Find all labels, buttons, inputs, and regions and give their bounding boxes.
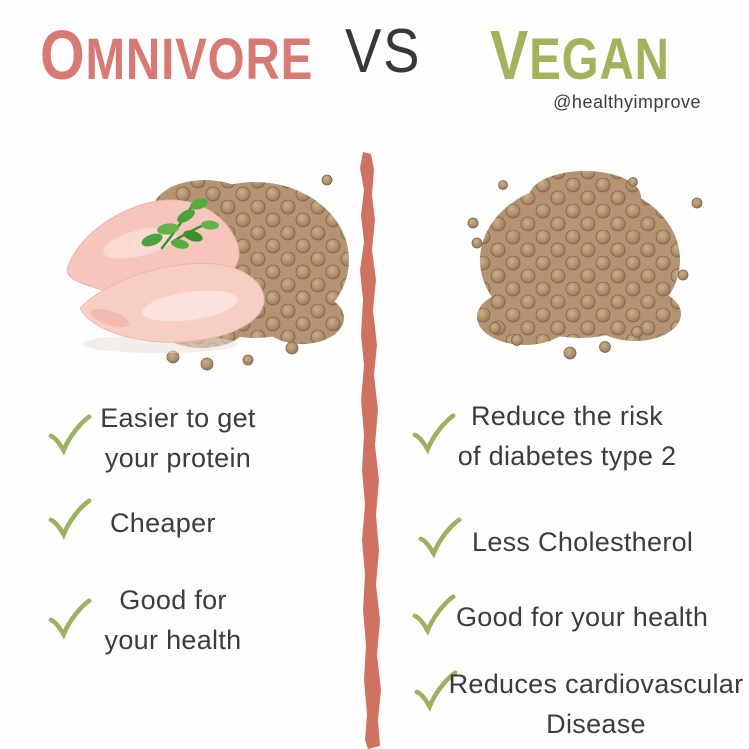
benefit-text: your health xyxy=(104,625,242,655)
list-item: Good for your health xyxy=(412,590,708,637)
benefit-text: Easier to get xyxy=(100,403,256,433)
list-item: Reduces cardiovascular Disease xyxy=(414,664,743,744)
chicken-breast xyxy=(66,199,265,343)
benefit-text: your protein xyxy=(104,443,252,473)
benefit-text: Less Cholestherol xyxy=(472,527,694,557)
list-item: Good for your health xyxy=(48,580,248,660)
benefit-text: Reduce the risk xyxy=(470,401,664,431)
list-item: Cheaper xyxy=(48,496,216,543)
checkmark-icon xyxy=(414,670,458,712)
benefit-text: Disease xyxy=(546,709,646,739)
stray-lentils-left xyxy=(166,174,333,371)
list-item: Reduce the risk of diabetes type 2 xyxy=(412,396,678,476)
vegan-title: Vegan xyxy=(490,16,670,94)
benefit-text: Good for your health xyxy=(456,602,709,632)
chicken-and-lentils-image xyxy=(66,174,349,371)
omnivore-title: Omnivore xyxy=(40,16,314,94)
benefit-text: of diabetes type 2 xyxy=(457,441,677,471)
vs-label: VS xyxy=(345,17,422,86)
credit-handle: @healthyimprove xyxy=(553,92,701,112)
divider-brush-stroke xyxy=(360,152,381,749)
list-item: Easier to get your protein xyxy=(48,398,258,478)
benefit-text: Cheaper xyxy=(110,508,216,538)
checkmark-icon xyxy=(412,594,456,636)
herb-sprig-icon xyxy=(141,198,219,250)
benefit-text: Good for xyxy=(119,585,227,615)
checkmark-icon xyxy=(48,414,92,456)
checkmark-icon xyxy=(412,413,456,455)
lentil-pile-right xyxy=(477,171,681,345)
stray-lentils-right xyxy=(467,177,703,360)
checkmark-icon xyxy=(418,517,462,559)
checkmark-icon xyxy=(48,498,92,540)
lentils-pile-image xyxy=(467,171,703,360)
list-item: Less Cholestherol xyxy=(418,515,693,562)
benefit-text: Reduces cardiovascular xyxy=(448,669,744,699)
checkmark-icon xyxy=(48,598,92,640)
